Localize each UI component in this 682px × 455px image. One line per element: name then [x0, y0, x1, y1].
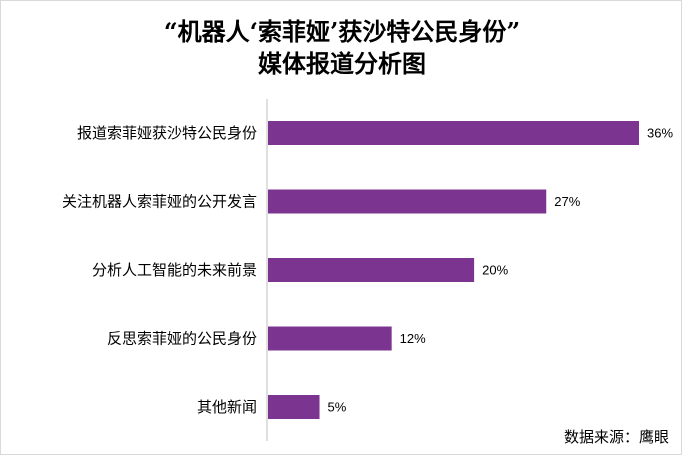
category-label: 报道索菲娅获沙特公民身份 [77, 124, 257, 142]
category-label: 关注机器人索菲娅的公开发言 [62, 193, 257, 211]
source-note: 数据来源：鹰眼 [563, 428, 669, 446]
chart-title-line-1: “机器人‘索菲娅’获沙特公民身份” [163, 17, 521, 46]
bar [268, 326, 392, 351]
data-label: 12% [400, 331, 426, 346]
data-label: 36% [647, 126, 673, 141]
bar [268, 189, 547, 214]
category-label: 分析人工智能的未来前景 [92, 261, 257, 279]
category-label: 反思索菲娅的公民身份 [107, 330, 257, 348]
bar [268, 121, 639, 145]
chart-title-line-2: 媒体报道分析图 [258, 49, 426, 78]
data-label: 27% [554, 194, 580, 209]
category-label: 其他新闻 [197, 398, 257, 416]
bar [268, 258, 475, 282]
bars-group: 报道索菲娅获沙特公民身份 36% 关注机器人索菲娅的公开发言 27% 分析人工智能的未来… [62, 121, 673, 419]
bar [268, 395, 320, 419]
data-label: 5% [328, 400, 347, 415]
data-label: 20% [482, 263, 508, 278]
